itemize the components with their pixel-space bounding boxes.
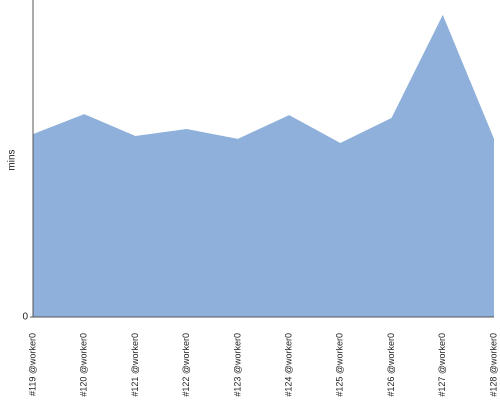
x-tick-label: #120 @worker0 [79,333,89,397]
area [33,14,494,318]
x-tick-label: #125 @worker0 [335,333,345,397]
y-axis-label: mins [7,149,18,170]
x-tick-label: #127 @worker0 [437,333,447,397]
x-tick-label: #123 @worker0 [232,333,242,397]
y-tick-label: 0 [22,312,28,323]
x-tick-label: #126 @worker0 [386,333,396,397]
x-tick-label: #124 @worker0 [283,333,293,397]
x-tick-label: #121 @worker0 [130,333,140,397]
x-tick-label: #119 @worker0 [27,333,37,396]
x-tick-label: #128 @worker0 [488,333,498,397]
x-tick-label: #122 @worker0 [181,333,191,397]
